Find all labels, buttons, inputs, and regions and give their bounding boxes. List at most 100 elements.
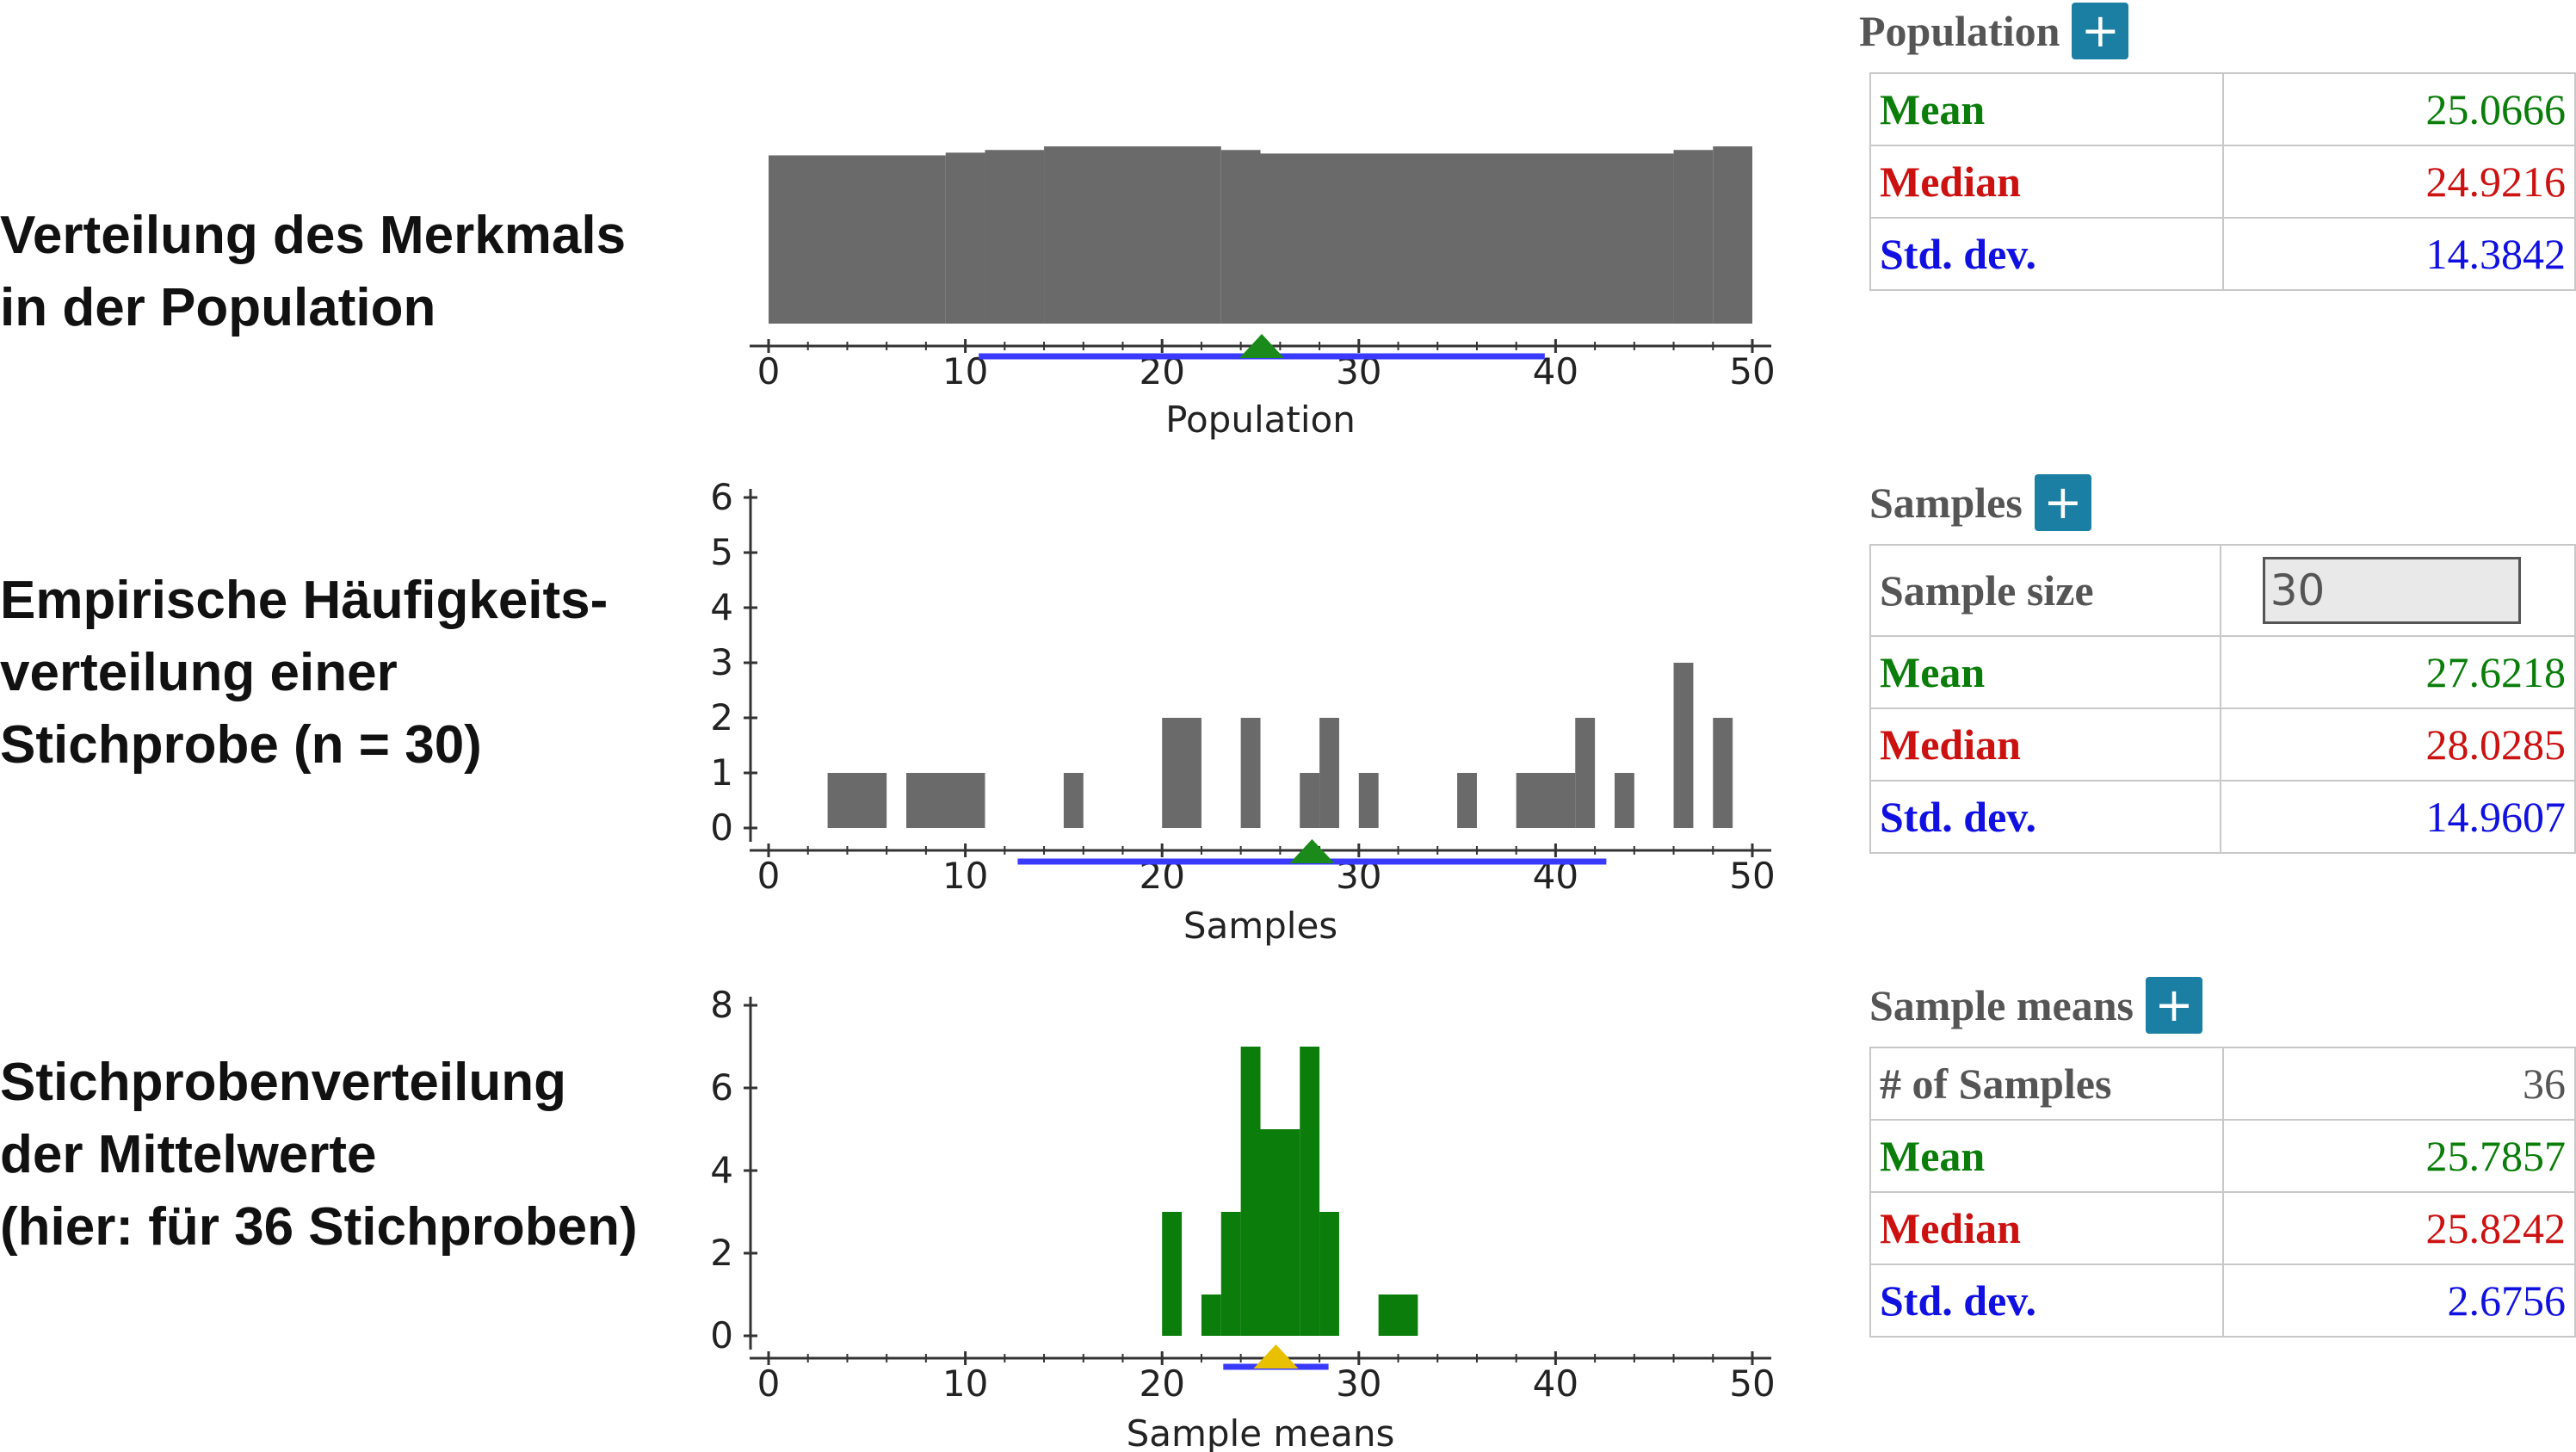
sample_means-y-tick-label: 6 bbox=[710, 1066, 733, 1109]
sample_means-y-tick-label: 4 bbox=[710, 1149, 733, 1191]
population-description: Verteilung des Merkmals in der Populatio… bbox=[0, 200, 626, 344]
median-value: 28.0285 bbox=[2219, 707, 2576, 782]
means-description-line: der Mittelwerte bbox=[0, 1125, 377, 1184]
sample_means-x-tick-label: 50 bbox=[1729, 1362, 1775, 1405]
mean-value: 25.0666 bbox=[2221, 72, 2576, 146]
sample-size-cell: 30 bbox=[2219, 544, 2576, 637]
sample-size-input[interactable]: 30 bbox=[2262, 557, 2521, 624]
sample-means-add-button[interactable]: + bbox=[2145, 977, 2202, 1034]
samples-add-button[interactable]: + bbox=[2034, 474, 2091, 531]
means-description: Stichprobenverteilung der Mittelwerte (h… bbox=[0, 1047, 638, 1264]
sample_means-y-tick-label: 0 bbox=[710, 1314, 733, 1356]
sample_means-x-tick-label: 30 bbox=[1336, 1362, 1381, 1405]
sample_means-x-tick-label: 0 bbox=[757, 1362, 781, 1405]
population-bar bbox=[985, 150, 1045, 324]
sample_means-x-tick-label: 10 bbox=[942, 1362, 988, 1405]
samples-bar bbox=[1319, 718, 1339, 828]
population-add-button[interactable]: + bbox=[2072, 3, 2129, 59]
table-row: Std. dev. 2.6756 bbox=[1869, 1264, 2576, 1338]
sample_means-bar bbox=[1162, 1212, 1183, 1336]
samples-bar bbox=[1614, 773, 1634, 828]
mean-label: Mean bbox=[1869, 635, 2221, 709]
table-row: Std. dev. 14.3842 bbox=[1869, 217, 2576, 291]
sample-description-line: Stichprobe (n = 30) bbox=[0, 715, 482, 775]
sample_means-mean-marker bbox=[1253, 1344, 1299, 1369]
table-row: Mean 25.7857 bbox=[1869, 1119, 2576, 1193]
samples-bar bbox=[827, 773, 887, 828]
population-bar bbox=[1713, 146, 1752, 324]
population-bar bbox=[1220, 150, 1261, 324]
population-axis-title: Population bbox=[1165, 399, 1356, 441]
sample_means-y-tick-label: 2 bbox=[710, 1232, 733, 1274]
samples-bar bbox=[1300, 773, 1320, 828]
sample-means-panel: Sample means + # of Samples 36 Mean 25.7… bbox=[1869, 974, 2576, 1338]
median-value: 25.8242 bbox=[2221, 1191, 2576, 1265]
population-bar bbox=[1044, 146, 1221, 324]
sample_means-x-tick-label: 40 bbox=[1533, 1362, 1578, 1405]
samples-bar bbox=[1673, 663, 1694, 828]
mean-value: 25.7857 bbox=[2221, 1119, 2576, 1193]
table-row: # of Samples 36 bbox=[1869, 1047, 2576, 1121]
sample_means-x-tick-label: 20 bbox=[1139, 1362, 1184, 1405]
sample_means-bar bbox=[1300, 1047, 1320, 1336]
median-value: 24.9216 bbox=[2221, 145, 2576, 219]
sample-description: Empirische Häufigkeits- verteilung einer… bbox=[0, 565, 608, 782]
table-row: Std. dev. 14.9607 bbox=[1869, 780, 2576, 854]
samples-bar bbox=[1713, 718, 1733, 828]
mean-label: Mean bbox=[1869, 1119, 2224, 1193]
sample-count-value: 36 bbox=[2221, 1047, 2576, 1121]
samples-bar bbox=[1240, 718, 1261, 828]
population-bar bbox=[769, 155, 946, 324]
sample_means-y-tick-label: 8 bbox=[710, 984, 733, 1026]
sample_means-bar bbox=[1240, 1047, 1261, 1336]
std-dev-value: 14.9607 bbox=[2219, 780, 2576, 854]
sample-means-stats-table: # of Samples 36 Mean 25.7857 Median 25.8… bbox=[1869, 1047, 2576, 1338]
sample-description-line: verteilung einer bbox=[0, 643, 398, 702]
samples-y-tick-label: 2 bbox=[710, 696, 733, 738]
mean-label: Mean bbox=[1869, 72, 2224, 146]
samples-x-tick-label: 0 bbox=[757, 855, 781, 897]
sample_means-bar bbox=[1220, 1212, 1241, 1336]
median-label: Median bbox=[1869, 1191, 2224, 1265]
population-bar bbox=[1260, 153, 1674, 324]
samples-mean-marker bbox=[1289, 839, 1335, 863]
median-label: Median bbox=[1869, 707, 2221, 782]
population-description-line: Verteilung des Merkmals bbox=[0, 206, 627, 265]
samples-y-tick-label: 4 bbox=[710, 586, 733, 628]
population-mean-marker bbox=[1239, 334, 1285, 358]
sample_means-axis-title: Sample means bbox=[1127, 1412, 1395, 1452]
means-description-line: Stichprobenverteilung bbox=[0, 1053, 566, 1112]
means-description-line: (hier: für 36 Stichproben) bbox=[0, 1197, 638, 1257]
table-row: Median 28.0285 bbox=[1869, 707, 2576, 782]
samples-panel: Samples + Sample size 30 Mean 27.6218 Me… bbox=[1869, 472, 2576, 854]
samples-y-tick-label: 3 bbox=[710, 641, 733, 683]
samples-y-tick-label: 0 bbox=[710, 806, 733, 849]
sample_means-bar bbox=[1201, 1294, 1221, 1336]
table-row: Median 24.9216 bbox=[1869, 145, 2576, 219]
sample_means-bar bbox=[1378, 1294, 1418, 1336]
sample-count-label: # of Samples bbox=[1869, 1047, 2224, 1121]
samples-axis-title: Samples bbox=[1183, 905, 1337, 947]
sample_means-bar bbox=[1260, 1129, 1300, 1336]
samples-bar bbox=[1516, 773, 1576, 828]
samples-panel-title: Samples bbox=[1869, 479, 2023, 527]
sample-description-line: Empirische Häufigkeits- bbox=[0, 571, 608, 630]
population-bar bbox=[1673, 150, 1714, 324]
sample_means-bar bbox=[1319, 1212, 1339, 1336]
table-row: Median 25.8242 bbox=[1869, 1191, 2576, 1265]
std-dev-value: 14.3842 bbox=[2221, 217, 2576, 291]
table-row: Mean 27.6218 bbox=[1869, 635, 2576, 709]
std-dev-value: 2.6756 bbox=[2221, 1264, 2576, 1338]
sample-means-panel-title: Sample means bbox=[1869, 981, 2134, 1029]
population-stats-table: Mean 25.0666 Median 24.9216 Std. dev. 14… bbox=[1869, 72, 2576, 291]
samples-y-tick-label: 5 bbox=[710, 531, 733, 573]
samples-bar bbox=[1358, 773, 1379, 828]
median-label: Median bbox=[1869, 145, 2224, 219]
samples-x-tick-label: 50 bbox=[1729, 855, 1775, 897]
population-panel-title: Population bbox=[1859, 7, 2060, 55]
table-row: Sample size 30 bbox=[1869, 544, 2576, 637]
samples-bar bbox=[1457, 773, 1477, 828]
samples-y-tick-label: 6 bbox=[710, 476, 733, 518]
std-dev-label: Std. dev. bbox=[1869, 1264, 2224, 1338]
